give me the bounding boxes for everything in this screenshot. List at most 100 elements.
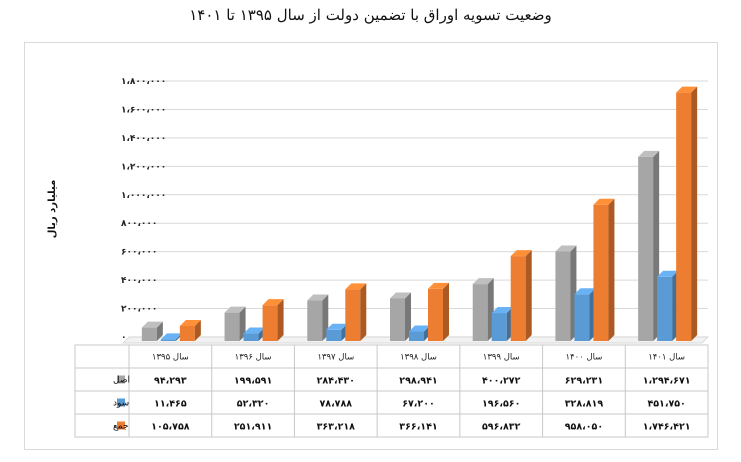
bar-side-0-3 (405, 292, 411, 341)
bar-0-0 (141, 327, 157, 341)
data-label: ۶۷،۲۰۰ (402, 399, 435, 410)
bar-top-2-2 (345, 283, 367, 290)
bar-1-6 (657, 276, 673, 341)
bar-2-5 (593, 204, 609, 341)
y-tick-label: ۱،۶۰۰،۰۰۰ (121, 105, 166, 115)
legend-key-2 (117, 421, 125, 430)
legend-label-2: جمع (113, 422, 129, 432)
category-label: سال ۱۴۰۰ (565, 353, 602, 363)
bar-top-0-0 (141, 321, 163, 328)
data-label: ۵۲،۳۲۰ (237, 399, 270, 410)
data-label: ۶۲۹،۲۳۱ (565, 376, 603, 387)
bar-0-6 (638, 156, 654, 341)
category-label: سال ۱۳۹۷ (317, 353, 354, 363)
y-tick-label: ۱،۰۰۰،۰۰۰ (121, 191, 166, 201)
category-label: سال ۱۳۹۹ (483, 353, 520, 363)
category-label: سال ۱۳۹۵ (152, 353, 189, 363)
bar-top-2-5 (593, 198, 615, 205)
bar-top-1-0 (160, 333, 182, 340)
bar-side-0-0 (156, 321, 163, 341)
data-label: ۵۹۶،۸۳۲ (482, 422, 521, 433)
bar-2-2 (345, 289, 361, 341)
data-label: ۴۰۰،۲۷۲ (482, 376, 521, 387)
bar-top-0-2 (307, 294, 329, 301)
data-label: ۴۵۱،۷۵۰ (647, 399, 685, 410)
bar-side-2-2 (360, 283, 367, 341)
bar-top-0-5 (555, 245, 577, 252)
bar-top-0-4 (472, 278, 494, 285)
bar-top-0-3 (390, 292, 411, 299)
y-tick-label: ۱،۲۰۰،۰۰۰ (121, 162, 166, 172)
bar-0-3 (390, 298, 405, 341)
data-label: ۳۲۸،۸۱۹ (565, 399, 604, 410)
legend-key-0 (117, 375, 125, 384)
data-label: ۱۹۶،۵۶۰ (482, 399, 520, 410)
data-label: ۳۶۳،۲۱۸ (317, 422, 356, 433)
bar-top-2-4 (510, 250, 532, 257)
bar-chart: ۰ ۲۰۰،۰۰۰ ۴۰۰،۰۰۰ ۶۰۰،۰۰۰ ۸۰۰،۰۰۰ ۱،۰۰۰،۰۰۰ ۱،… (47, 77, 709, 438)
bar-2-3 (428, 288, 443, 341)
data-label: ۱۱،۴۶۵ (154, 399, 187, 410)
bar-top-2-3 (428, 282, 449, 289)
chart-title: وضعیت تسویه اوراق با تضمین دولت از سال ۱… (189, 6, 552, 24)
data-label: ۷۸،۷۸۸ (319, 399, 352, 410)
bar-2-0 (179, 325, 195, 341)
bar-side-2-1 (277, 299, 284, 341)
bar-1-3 (409, 331, 424, 341)
bar-0-2 (307, 300, 323, 341)
y-tick-label: ۰ (121, 333, 127, 343)
data-label: ۱۰۵،۷۵۸ (151, 422, 190, 433)
category-label: سال ۱۳۹۸ (400, 353, 437, 363)
bar-side-2-5 (608, 198, 615, 341)
data-label: ۲۵۱،۹۱۱ (234, 422, 272, 433)
bar-side-2-3 (443, 282, 449, 341)
bar-1-5 (574, 294, 590, 341)
legend-label-0: اصل (113, 376, 130, 386)
data-label: ۹۴،۲۹۳ (154, 376, 187, 387)
bar-top-2-1 (262, 299, 284, 306)
bar-side-0-1 (239, 306, 246, 341)
y-tick-label: ۱،۸۰۰،۰۰۰ (121, 77, 166, 87)
bar-2-6 (676, 92, 692, 342)
legend-label-1: سود (113, 399, 129, 409)
bar-side-2-4 (525, 250, 532, 341)
bar-top-1-1 (243, 327, 265, 334)
bar-0-5 (555, 251, 571, 341)
y-tick-label: ۸۰۰،۰۰۰ (121, 219, 157, 229)
bar-top-2-6 (676, 86, 698, 93)
y-tick-label: ۱،۴۰۰،۰۰۰ (121, 134, 166, 144)
bar-top-0-6 (638, 150, 660, 157)
y-tick-label: ۲۰۰،۰۰۰ (121, 305, 157, 315)
bar-top-1-5 (574, 288, 596, 295)
data-label: ۱،۷۴۶،۴۲۱ (643, 422, 691, 433)
legend-key-1 (117, 398, 125, 407)
bar-2-4 (510, 256, 526, 341)
bar-1-2 (326, 329, 342, 341)
bar-top-1-4 (491, 307, 513, 314)
data-label: ۳۶۶،۱۴۱ (399, 422, 437, 433)
data-label: ۹۵۸،۰۵۰ (565, 422, 603, 433)
data-label: ۱،۲۹۴،۶۷۱ (643, 376, 691, 387)
bar-0-4 (472, 284, 488, 341)
bar-2-1 (262, 305, 278, 341)
y-tick-label: ۶۰۰،۰۰۰ (121, 248, 157, 258)
bar-1-1 (243, 333, 259, 341)
bar-side-2-0 (194, 319, 201, 341)
bar-top-1-3 (409, 325, 430, 332)
y-tick-label: ۴۰۰،۰۰۰ (121, 276, 157, 286)
bar-top-1-6 (657, 270, 679, 277)
bar-side-2-6 (691, 86, 698, 342)
chart-frame: ۰ ۲۰۰،۰۰۰ ۴۰۰،۰۰۰ ۶۰۰،۰۰۰ ۸۰۰،۰۰۰ ۱،۰۰۰،۰۰۰ ۱،… (24, 42, 718, 450)
bar-0-1 (224, 312, 240, 341)
bar-top-1-2 (326, 323, 348, 330)
data-label: ۲۹۸،۹۴۱ (399, 376, 437, 387)
bar-top-2-0 (179, 319, 201, 326)
bar-1-4 (491, 313, 507, 341)
bar-1-0 (160, 339, 176, 341)
category-label: سال ۱۴۰۱ (648, 353, 685, 363)
bar-top-0-1 (224, 306, 246, 313)
data-label: ۲۸۴،۴۳۰ (317, 376, 355, 387)
category-label: سال ۱۳۹۶ (235, 353, 272, 363)
y-axis-label: میلیارد ریال (47, 180, 58, 239)
data-label: ۱۹۹،۵۹۱ (234, 376, 272, 387)
